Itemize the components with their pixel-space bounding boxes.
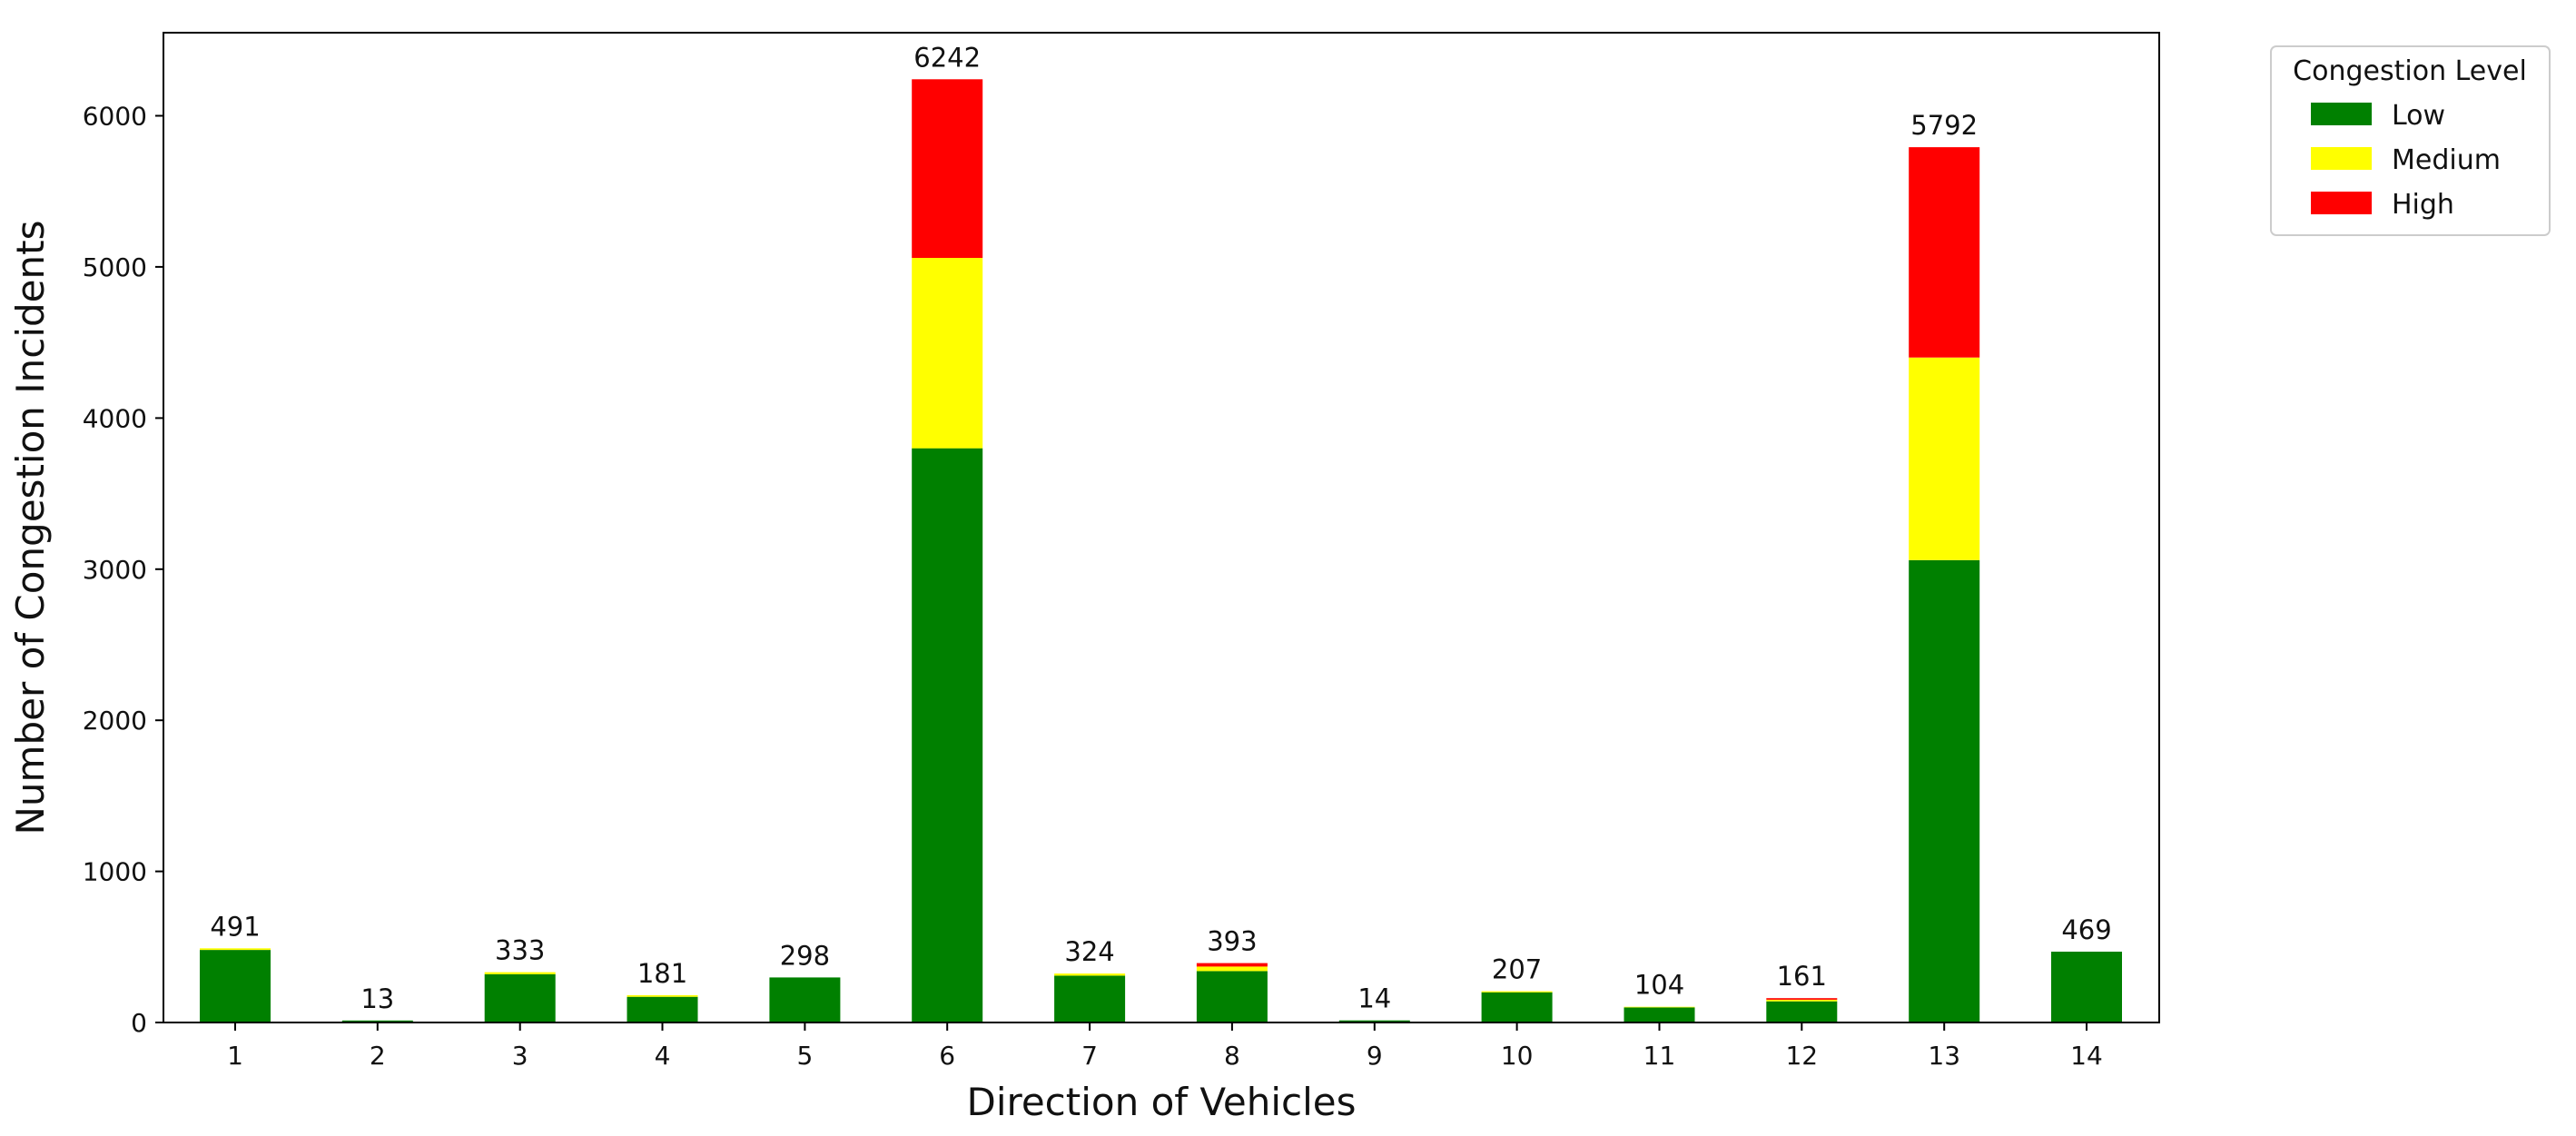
x-tick-label-2: 2 xyxy=(370,1041,386,1071)
x-tick-label-13: 13 xyxy=(1928,1041,1960,1071)
y-axis: 0 1000 2000 3000 4000 5000 6000 xyxy=(83,102,163,1038)
bar-medium-7 xyxy=(1054,973,1126,976)
data-labels: 491 13 333 181 298 6242 324 393 14 207 104 161 5792 4… xyxy=(210,42,2111,1014)
bar-medium-11 xyxy=(1624,1006,1695,1008)
bar-low-9 xyxy=(1338,1020,1410,1022)
bar-high-12 xyxy=(1766,998,1838,1000)
data-label-8: 393 xyxy=(1207,926,1257,957)
bar-low-13 xyxy=(1909,559,1980,1022)
bar-medium-4 xyxy=(627,994,698,997)
data-label-7: 324 xyxy=(1064,936,1114,967)
data-label-1: 491 xyxy=(210,911,260,942)
bar-high-6 xyxy=(912,79,983,258)
x-axis-title: Direction of Vehicles xyxy=(966,1080,1356,1124)
x-tick-label-11: 11 xyxy=(1643,1041,1676,1071)
y-tick-label-1000: 1000 xyxy=(83,857,147,887)
data-label-11: 104 xyxy=(1634,970,1684,1001)
y-tick-label-2000: 2000 xyxy=(83,706,147,736)
bar-low-7 xyxy=(1054,975,1126,1022)
legend-label-medium: Medium xyxy=(2392,144,2501,176)
plot-area-frame xyxy=(163,32,2160,1023)
x-tick-label-12: 12 xyxy=(1785,1041,1818,1071)
legend-items: Low Medium High xyxy=(2311,100,2501,221)
y-tick-label-3000: 3000 xyxy=(83,555,147,585)
bar-medium-6 xyxy=(912,258,983,449)
legend-swatch-high xyxy=(2311,192,2372,214)
x-tick-label-5: 5 xyxy=(796,1041,813,1071)
bar-medium-12 xyxy=(1766,999,1838,1002)
bar-low-11 xyxy=(1624,1007,1695,1022)
x-tick-label-8: 8 xyxy=(1224,1041,1240,1071)
x-tick-label-9: 9 xyxy=(1367,1041,1383,1071)
data-label-4: 181 xyxy=(637,958,687,989)
bar-low-8 xyxy=(1196,971,1268,1022)
data-label-3: 333 xyxy=(495,935,545,966)
y-tick-label-6000: 6000 xyxy=(83,102,147,132)
bar-low-5 xyxy=(769,977,841,1022)
x-tick-label-3: 3 xyxy=(512,1041,528,1071)
legend-swatch-medium xyxy=(2311,147,2372,170)
legend-box xyxy=(2270,45,2551,236)
bar-low-3 xyxy=(484,973,556,1022)
data-label-6: 6242 xyxy=(913,42,981,73)
legend-label-high: High xyxy=(2392,189,2454,221)
x-axis: 1 2 3 4 5 6 7 8 9 10 11 12 13 14 xyxy=(227,1022,2103,1071)
data-label-2: 13 xyxy=(360,983,394,1014)
bar-high-13 xyxy=(1909,147,1980,358)
y-tick-label-5000: 5000 xyxy=(83,252,147,282)
x-tick-label-4: 4 xyxy=(655,1041,671,1071)
x-tick-label-14: 14 xyxy=(2070,1041,2103,1071)
bar-low-1 xyxy=(200,950,271,1022)
bar-medium-13 xyxy=(1909,357,1980,560)
bar-medium-8 xyxy=(1196,966,1268,972)
legend-label-low: Low xyxy=(2392,100,2445,132)
y-tick-label-0: 0 xyxy=(131,1008,147,1038)
bar-low-6 xyxy=(912,448,983,1023)
data-label-9: 14 xyxy=(1357,983,1391,1014)
bar-low-14 xyxy=(2051,952,2122,1022)
data-label-13: 5792 xyxy=(1910,110,1978,141)
x-tick-label-6: 6 xyxy=(939,1041,955,1071)
x-tick-label-1: 1 xyxy=(227,1041,243,1071)
legend: Congestion Level Low Medium High xyxy=(2270,45,2551,236)
data-label-12: 161 xyxy=(1777,961,1827,992)
y-tick-label-4000: 4000 xyxy=(83,403,147,433)
legend-title: Congestion Level xyxy=(2293,55,2527,87)
bar-stacks xyxy=(200,79,2122,1023)
bar-low-4 xyxy=(627,996,698,1022)
bar-high-8 xyxy=(1196,963,1268,967)
bar-medium-3 xyxy=(484,972,556,974)
bar-low-10 xyxy=(1481,992,1553,1022)
data-label-14: 469 xyxy=(2061,914,2111,945)
x-tick-label-10: 10 xyxy=(1501,1041,1534,1071)
data-label-5: 298 xyxy=(780,940,830,971)
data-label-10: 207 xyxy=(1492,954,1542,985)
legend-swatch-low xyxy=(2311,103,2372,125)
bar-medium-10 xyxy=(1481,991,1553,993)
bar-medium-1 xyxy=(200,948,271,951)
bar-low-12 xyxy=(1766,1001,1838,1022)
bar-low-2 xyxy=(341,1020,413,1022)
y-axis-title: Number of Congestion Incidents xyxy=(8,221,53,835)
x-tick-label-7: 7 xyxy=(1081,1041,1098,1071)
